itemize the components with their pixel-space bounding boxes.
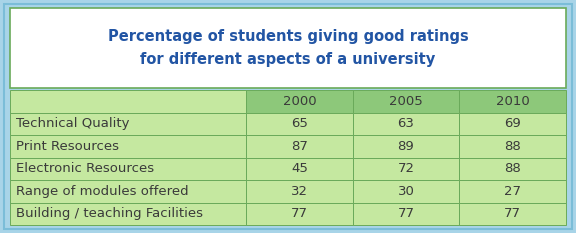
Text: 72: 72 [397, 162, 415, 175]
Bar [246, 180, 353, 202]
Bar [353, 158, 459, 180]
Text: 88: 88 [505, 162, 521, 175]
Bar [10, 135, 246, 158]
Text: 87: 87 [291, 140, 308, 153]
Text: 65: 65 [291, 117, 308, 130]
Bar [353, 113, 459, 135]
Text: 69: 69 [505, 117, 521, 130]
Bar [459, 135, 566, 158]
Text: 88: 88 [505, 140, 521, 153]
Bar [353, 135, 459, 158]
Bar [246, 90, 353, 113]
Text: 30: 30 [397, 185, 415, 198]
Bar [353, 180, 459, 202]
Text: 77: 77 [397, 207, 415, 220]
Text: 77: 77 [291, 207, 308, 220]
Text: 77: 77 [504, 207, 521, 220]
Bar [246, 158, 353, 180]
Bar [246, 113, 353, 135]
Text: 63: 63 [397, 117, 415, 130]
Bar [246, 202, 353, 225]
Text: 2010: 2010 [496, 95, 529, 108]
Bar [10, 158, 246, 180]
Text: 27: 27 [504, 185, 521, 198]
Text: 2005: 2005 [389, 95, 423, 108]
Text: 45: 45 [291, 162, 308, 175]
Bar [459, 90, 566, 113]
Text: Electronic Resources: Electronic Resources [16, 162, 154, 175]
Bar [459, 113, 566, 135]
Bar [353, 90, 459, 113]
Text: 2000: 2000 [282, 95, 316, 108]
Text: Range of modules offered: Range of modules offered [16, 185, 188, 198]
Bar [10, 8, 566, 88]
Bar [459, 158, 566, 180]
Bar [10, 113, 246, 135]
Text: Technical Quality: Technical Quality [16, 117, 130, 130]
Bar [353, 202, 459, 225]
Text: 89: 89 [397, 140, 414, 153]
Text: 32: 32 [291, 185, 308, 198]
Bar [10, 90, 246, 113]
Bar [246, 135, 353, 158]
Text: Percentage of students giving good ratings
for different aspects of a university: Percentage of students giving good ratin… [108, 29, 468, 67]
Text: Building / teaching Facilities: Building / teaching Facilities [16, 207, 203, 220]
Bar [459, 180, 566, 202]
Bar [10, 180, 246, 202]
Bar [10, 202, 246, 225]
Text: Print Resources: Print Resources [16, 140, 119, 153]
Bar [459, 202, 566, 225]
